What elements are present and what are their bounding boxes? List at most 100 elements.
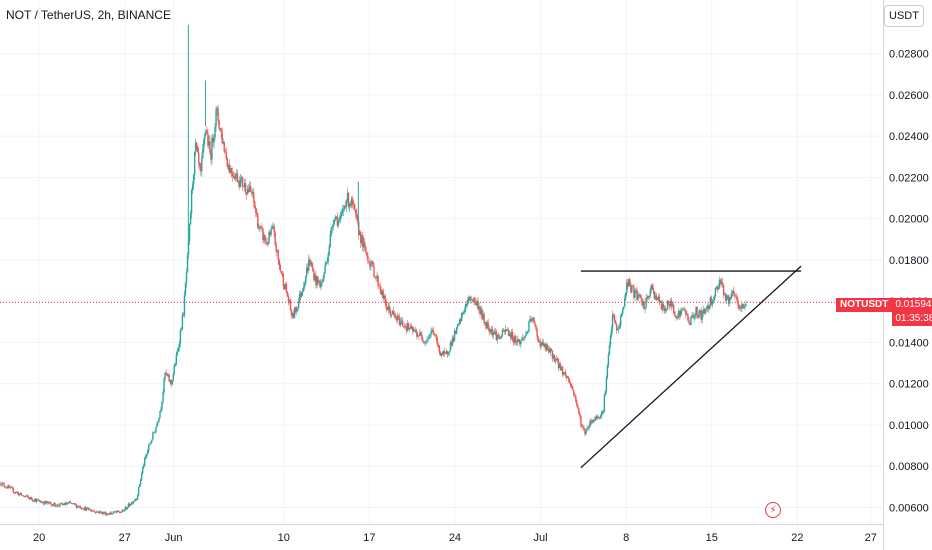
candle-body (637, 294, 639, 300)
candle-body (33, 499, 36, 502)
time-axis: 20 27 Jun 10 17 24 Jul 8 15 22 27 (33, 532, 877, 544)
candle-body (404, 326, 407, 328)
candle-body (383, 295, 385, 299)
candle-body (178, 343, 181, 348)
candle-body (702, 309, 704, 314)
candle-body (191, 184, 194, 190)
candle-body (610, 329, 613, 336)
candle-body (557, 358, 560, 369)
candle-body (452, 337, 455, 342)
x-tick-label: 10 (278, 532, 290, 544)
candle-body (566, 377, 569, 379)
candle-body (199, 162, 201, 167)
candle-body (263, 234, 265, 240)
candle-body (204, 133, 206, 140)
candle-body (470, 299, 472, 301)
candle-body (437, 344, 439, 346)
candle-body (552, 355, 555, 359)
candle-body (556, 358, 559, 360)
candle-body (106, 513, 108, 516)
candle-body (389, 310, 392, 316)
candle-body (103, 512, 105, 514)
candle-body (392, 311, 395, 314)
candle-body (743, 306, 745, 309)
candle-body (0, 482, 1, 485)
candle-body (655, 295, 658, 300)
candle-body (17, 492, 20, 496)
candle-body (38, 500, 40, 501)
candle-body (339, 216, 342, 221)
candle-body (250, 186, 252, 192)
candle-body (620, 313, 623, 317)
candle-body (267, 243, 269, 245)
candle-body (234, 175, 237, 179)
candle-body (61, 503, 63, 505)
candle-body (98, 511, 100, 514)
candle-body (100, 511, 102, 513)
candle-body (168, 374, 170, 382)
candle-body (500, 335, 503, 339)
candle-body (577, 405, 579, 408)
candle-body (95, 512, 97, 513)
candle-body (123, 510, 126, 512)
candle-body (414, 330, 416, 331)
candle-body (26, 495, 29, 497)
candle-body (726, 295, 729, 297)
candle-body (448, 351, 451, 353)
candle-body (182, 314, 185, 316)
candle-body (133, 500, 136, 502)
candle-body (229, 168, 232, 173)
candle-body (543, 343, 545, 346)
candle-body (550, 348, 553, 351)
candle-body (691, 315, 693, 317)
candle-body (641, 298, 643, 306)
candle-body (639, 295, 641, 297)
support-trendline[interactable] (580, 265, 802, 469)
candle-body (454, 330, 457, 335)
candle-body (121, 509, 123, 513)
candle-body (558, 363, 561, 369)
lightning-icon[interactable]: ⚡ (765, 502, 781, 518)
candle-body (159, 411, 161, 418)
candle-body (35, 499, 38, 502)
candle-body (718, 279, 721, 288)
candle-body (200, 166, 202, 172)
candle-body (306, 267, 308, 277)
candle-body (131, 502, 134, 504)
candle-body (396, 316, 399, 321)
candle-body (331, 226, 333, 229)
candle-body (654, 295, 657, 299)
candle-body (739, 307, 741, 309)
candle-body (208, 141, 210, 146)
candle-body (7, 485, 9, 489)
candle-body (565, 375, 568, 378)
candle-body (571, 385, 573, 388)
candle-body (697, 315, 699, 318)
candle-body (546, 344, 548, 351)
candle-body (21, 495, 24, 497)
candle-body (475, 301, 477, 306)
candle-body (418, 335, 420, 337)
currency-button[interactable]: USDT (884, 5, 924, 27)
candle-body (284, 283, 287, 290)
candle-body (11, 487, 13, 489)
candle-body (526, 331, 528, 334)
candle-body (129, 504, 132, 506)
candle-body (335, 216, 338, 218)
candle-body (619, 316, 622, 326)
x-tick-label: 17 (363, 532, 375, 544)
candle-body (218, 120, 220, 129)
candle-body (66, 503, 68, 505)
candle-body (340, 212, 343, 217)
candle-body (225, 152, 227, 159)
candle-body (275, 244, 277, 252)
candle-body (170, 380, 172, 385)
candle-body (501, 330, 504, 336)
candle-body (497, 334, 500, 337)
candle-body (233, 176, 236, 179)
candle-body (644, 307, 646, 310)
candle-body (175, 354, 178, 365)
candle-body (350, 198, 353, 206)
candle-body (443, 350, 446, 354)
